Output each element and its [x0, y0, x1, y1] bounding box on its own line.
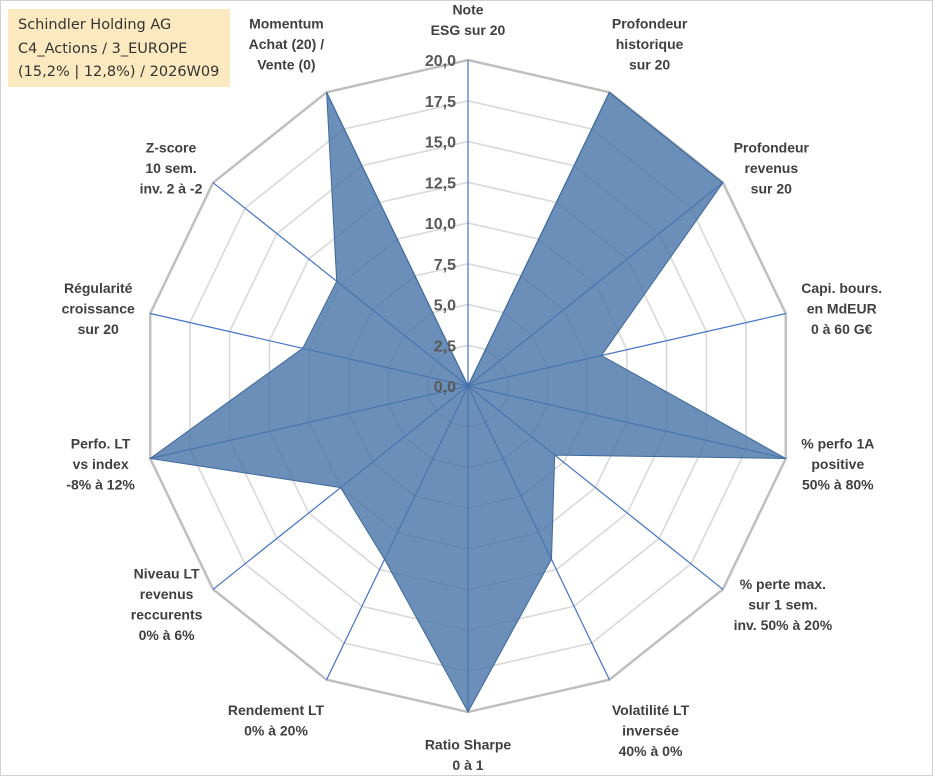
data-point	[608, 91, 611, 94]
category-label-line: 0% à 20%	[244, 722, 308, 738]
tick-label: 20,0	[425, 53, 456, 70]
portfolio-name: C4_Actions / 3_EUROPE	[18, 40, 188, 57]
category-label-line: reccurents	[131, 607, 203, 623]
category-label-line: Niveau LT	[134, 566, 200, 582]
category-label-line: 0% à 6%	[139, 627, 196, 643]
category-label: Momentum Achat (20) / Vente (0)	[249, 16, 325, 73]
category-label-line: Perfo. LT	[71, 436, 131, 452]
category-label-line: % perfo 1A	[801, 436, 874, 452]
category-label-line: revenus	[140, 586, 194, 602]
category-label: Ratio Sharpe 0 à 1	[425, 737, 512, 774]
data-point	[550, 558, 553, 561]
category-label-line: sur 20	[751, 181, 792, 197]
category-label: % perte max. sur 1 sem. inv. 50% à 20%	[734, 576, 833, 633]
data-point	[149, 457, 152, 460]
data-point	[325, 91, 328, 94]
category-label: Profondeur historique sur 20	[612, 16, 688, 73]
data-point	[600, 354, 603, 357]
tick-label: 5,0	[434, 298, 456, 315]
category-label-line: inversée	[622, 722, 679, 738]
category-label: Note ESG sur 20	[431, 2, 506, 39]
category-label-line: Momentum	[249, 16, 324, 32]
category-label-line: ESG sur 20	[431, 22, 506, 38]
category-label-line: croissance	[62, 300, 135, 316]
category-label: Régularité croissance sur 20	[62, 280, 135, 337]
category-label-line: en MdEUR	[807, 300, 877, 316]
tick-label: 7,5	[434, 257, 456, 274]
category-label-line: revenus	[744, 160, 798, 176]
category-label-line: % perte max.	[740, 576, 826, 592]
category-label-line: 50% à 80%	[802, 477, 874, 493]
category-label-line: historique	[616, 36, 684, 52]
category-label: Perfo. LT vs index -8% à 12%	[66, 436, 135, 493]
tick-label: 10,0	[425, 216, 456, 233]
category-label: Niveau LT revenus reccurents 0% à 6%	[131, 566, 203, 644]
category-label-line: Profondeur	[612, 16, 688, 32]
tick-label: 12,5	[425, 175, 456, 192]
data-point	[383, 558, 386, 561]
category-label-line: Achat (20) /	[249, 36, 325, 52]
category-label-line: 40% à 0%	[619, 743, 683, 759]
data-point	[721, 181, 724, 184]
category-label: Profondeur revenus sur 20	[734, 140, 810, 197]
category-label-line: 10 sem.	[145, 160, 196, 176]
series-area	[148, 91, 787, 714]
tick-label: 17,5	[425, 94, 456, 111]
data-point	[467, 385, 470, 388]
category-label-line: inv. 2 à -2	[140, 181, 203, 197]
category-label-line: -8% à 12%	[66, 477, 135, 493]
data-point	[339, 486, 342, 489]
category-label-line: sur 20	[78, 321, 119, 337]
tick-label: 0,0	[434, 379, 456, 396]
category-label: Volatilité LT inversée 40% à 0%	[612, 702, 690, 759]
category-label-line: 0 à 1	[452, 757, 483, 773]
category-label-line: sur 20	[629, 57, 670, 73]
category-label-line: Volatilité LT	[612, 702, 690, 718]
category-label: % perfo 1A positive 50% à 80%	[801, 436, 874, 493]
tick-label: 15,0	[425, 135, 456, 152]
category-label-line: Z-score	[146, 140, 197, 156]
category-label-line: Note	[452, 2, 483, 18]
radar-tick-labels: 0,0 2,5 5,0 7,5 10,0 12,5 15,0 17,5 20,0	[425, 53, 456, 396]
data-point	[301, 347, 304, 350]
radar-series-layer	[148, 91, 787, 714]
portfolio-stats: (15,2% | 12,8%) / 2026W09	[18, 64, 220, 80]
category-label: Rendement LT 0% à 20%	[228, 702, 325, 739]
category-label-line: inv. 50% à 20%	[734, 617, 833, 633]
tick-label: 2,5	[434, 338, 456, 355]
category-label-line: vs index	[73, 456, 129, 472]
data-point	[335, 280, 338, 283]
category-label-line: Capi. bours.	[801, 280, 882, 296]
data-point	[467, 711, 470, 714]
category-label-line: Vente (0)	[257, 57, 315, 73]
category-label-line: Ratio Sharpe	[425, 737, 512, 753]
category-label-line: 0 à 60 G€	[811, 321, 873, 337]
category-label-line: sur 1 sem.	[748, 597, 817, 613]
radar-category-labels: Note ESG sur 20 Profondeur historique sur 20…	[62, 2, 883, 774]
category-label-line: Régularité	[64, 280, 133, 296]
company-name: Schindler Holding AG	[18, 17, 172, 33]
category-label-line: positive	[811, 456, 864, 472]
category-label-line: Rendement LT	[228, 702, 325, 718]
category-label: Z-score 10 sem. inv. 2 à -2	[140, 140, 203, 197]
category-label: Capi. bours. en MdEUR 0 à 60 G€	[801, 280, 882, 337]
category-label-line: Profondeur	[734, 140, 810, 156]
info-box: Schindler Holding AG C4_Actions / 3_EURO…	[8, 9, 230, 87]
data-point	[553, 454, 556, 457]
data-point	[784, 457, 787, 460]
